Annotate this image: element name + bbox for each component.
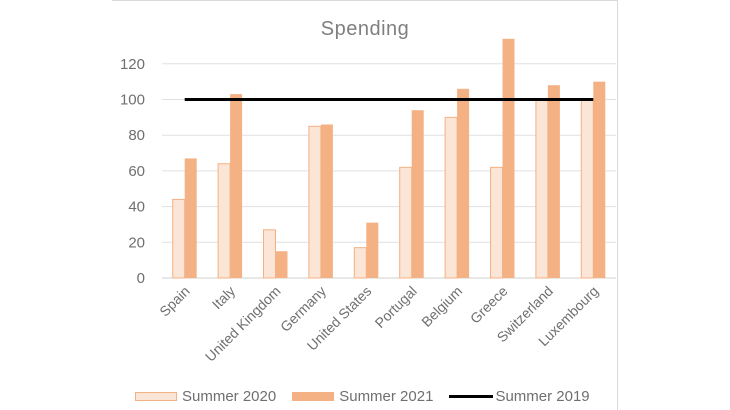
x-tick-label: Belgium (418, 283, 465, 330)
bar-summer-2020 (217, 163, 231, 279)
bar-summer-2020 (490, 166, 503, 279)
legend-swatch-summer-2020 (135, 392, 177, 401)
bar-summer-2020 (308, 125, 322, 279)
x-tick-label: Portugal (372, 283, 420, 331)
chart-frame (112, 0, 618, 410)
y-tick-label: 60 (128, 163, 145, 180)
bar-summer-2021 (320, 124, 333, 279)
y-tick-label: 0 (137, 270, 145, 287)
bars (172, 38, 606, 279)
legend-item-summer-2019: Summer 2019 (449, 388, 590, 405)
bar-summer-2021 (502, 38, 515, 279)
bar-summer-2020 (263, 229, 276, 279)
bar-summer-2021 (547, 85, 560, 278)
x-tick-label: Italy (209, 283, 238, 312)
chart-title: Spending (320, 18, 410, 40)
legend-label: Summer 2021 (339, 388, 434, 405)
bar-summer-2021 (411, 110, 424, 279)
bar-summer-2021 (593, 81, 606, 279)
legend-label: Summer 2019 (495, 388, 590, 405)
y-tick-label: 20 (128, 234, 145, 251)
y-tick-label: 120 (120, 56, 145, 73)
bar-summer-2020 (399, 166, 413, 279)
x-tick-label: Spain (156, 283, 193, 320)
bar-summer-2020 (444, 116, 458, 279)
bar-summer-2021 (184, 158, 197, 278)
bar-summer-2021 (230, 94, 243, 279)
x-tick-label: Greece (467, 283, 511, 327)
y-tick-label: 40 (128, 199, 145, 216)
bar-summer-2021 (457, 88, 470, 278)
bar-summer-2020 (535, 99, 549, 279)
bar-summer-2020 (580, 99, 594, 279)
legend-item-summer-2020: Summer 2020 (135, 388, 276, 405)
legend-label: Summer 2020 (182, 388, 277, 405)
y-axis-ticks: 0 20 40 60 80 100 120 (120, 56, 145, 287)
legend-item-summer-2021: Summer 2021 (292, 388, 433, 405)
y-tick-label: 80 (128, 127, 145, 144)
y-tick-label: 100 (120, 92, 145, 109)
bar-summer-2020 (353, 247, 367, 279)
legend: Summer 2020 Summer 2021 Summer 2019 (135, 388, 606, 405)
bar-summer-2021 (366, 222, 379, 278)
bar-summer-2020 (172, 198, 186, 279)
bar-summer-2021 (275, 251, 288, 278)
legend-swatch-summer-2021 (292, 392, 335, 401)
legend-swatch-summer-2019 (449, 395, 494, 398)
